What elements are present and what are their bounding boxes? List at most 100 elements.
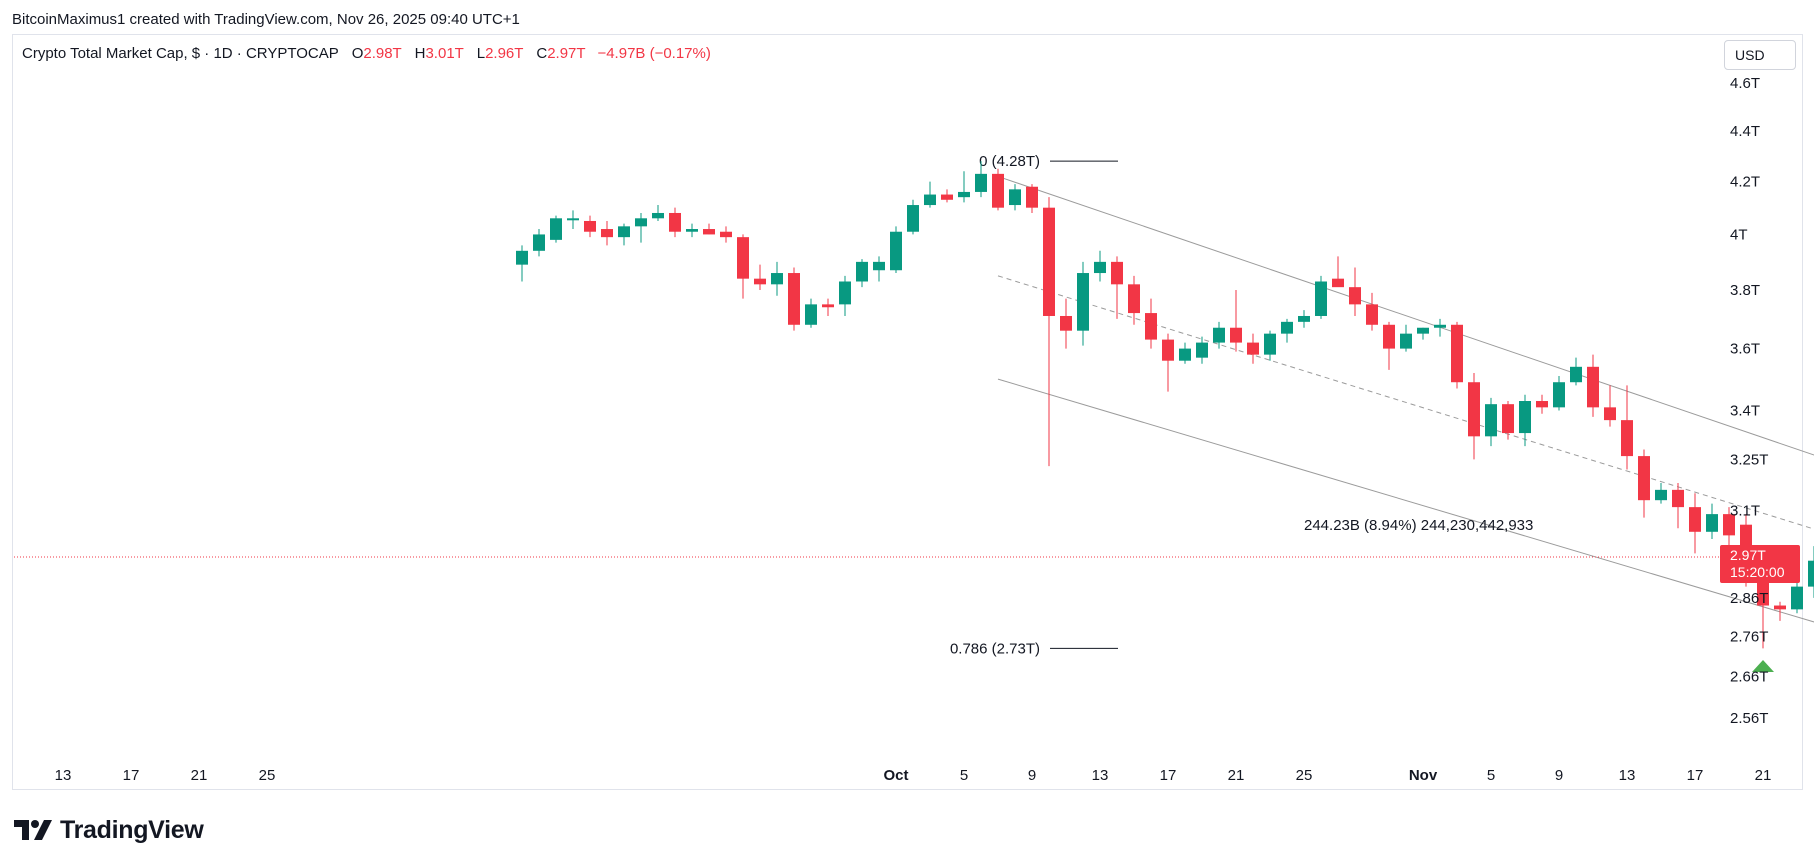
candle-body: [1536, 401, 1548, 408]
candle-body: [1094, 261, 1106, 274]
last-price-label: 2.97T 15:20:00: [1720, 545, 1800, 583]
time-tick: 13: [1619, 767, 1636, 784]
candle-body: [1485, 404, 1497, 437]
price-tick: 3.6T: [1730, 341, 1760, 358]
time-tick: 25: [1296, 767, 1313, 784]
candle-body: [1298, 315, 1310, 322]
fib-level-label: 0 (4.28T): [979, 153, 1040, 170]
candle-body: [584, 220, 596, 232]
tradingview-logo-text: TradingView: [60, 815, 204, 844]
candle-body: [975, 173, 987, 192]
candle-body: [1757, 582, 1769, 606]
candle-body: [1502, 404, 1514, 434]
candle-body: [703, 229, 715, 235]
candle-body: [1621, 420, 1633, 457]
price-tick: 2.66T: [1730, 668, 1768, 685]
candle-body: [1060, 315, 1072, 331]
tradingview-logo[interactable]: TradingView: [14, 815, 204, 845]
price-tick: 2.86T: [1730, 590, 1768, 607]
time-tick: 5: [1487, 767, 1495, 784]
candle-body: [839, 281, 851, 305]
change-value: −4.97B (−0.17%): [597, 45, 711, 62]
time-axis: 13172125Oct5913172125Nov5913172125Dec591…: [55, 767, 1772, 784]
candle-body: [805, 304, 817, 325]
price-tick: 4.6T: [1730, 75, 1760, 92]
chart-frame: [12, 34, 1803, 790]
candle-body: [533, 234, 545, 251]
candle-body: [1468, 382, 1480, 437]
candle-body: [958, 191, 970, 198]
time-tick: 13: [1092, 767, 1109, 784]
candle-body: [1111, 261, 1123, 285]
price-tick: 3.4T: [1730, 403, 1760, 420]
candle-body: [873, 261, 885, 271]
time-tick: 25: [259, 767, 276, 784]
candles: [516, 161, 1814, 649]
time-tick: 9: [1555, 767, 1563, 784]
candle-body: [1026, 186, 1038, 208]
candle-body: [1638, 456, 1650, 501]
price-tick: 4.2T: [1730, 174, 1760, 191]
candle-body: [856, 261, 868, 282]
candle-body: [1077, 273, 1089, 331]
symbol-legend: Crypto Total Market Cap, $ · 1D · CRYPTO…: [22, 45, 711, 62]
low-value: 2.96T: [485, 45, 524, 62]
candle-body: [822, 304, 834, 308]
candle-body: [1553, 382, 1565, 408]
high-value: 3.01T: [425, 45, 464, 62]
candle-body: [1196, 342, 1208, 358]
candle-body: [1145, 313, 1157, 340]
candle-body: [1043, 207, 1055, 316]
channel-middle-line: [997, 275, 1814, 530]
candle-body: [1570, 366, 1582, 383]
fib-level-label: 0.786 (2.73T): [950, 640, 1040, 657]
candle-body: [1604, 407, 1616, 421]
candle-body: [1689, 507, 1701, 532]
candle-body: [1162, 339, 1174, 361]
tradingview-logo-icon: [14, 820, 52, 840]
bar-countdown: 15:20:00: [1730, 564, 1785, 580]
high-label: H: [414, 45, 426, 62]
price-tick: 2.76T: [1730, 628, 1768, 645]
last-price-value: 2.97T: [1730, 547, 1766, 563]
price-tick: 4T: [1730, 226, 1748, 243]
candle-body: [1383, 324, 1395, 349]
candle-body: [1417, 327, 1429, 334]
price-tick: 3.25T: [1730, 451, 1768, 468]
candle-body: [686, 229, 698, 232]
candle-body: [1179, 348, 1191, 361]
candle-body: [1281, 321, 1293, 334]
chart-attribution: BitcoinMaximus1 created with TradingView…: [12, 11, 520, 28]
price-axis: 4.6T 4.4T 4.2T 4T 3.8T 3.6T 3.4T 3.25T 3.1T 2.86T…: [1730, 75, 1768, 727]
time-tick: 17: [1687, 767, 1704, 784]
candle-body: [1808, 560, 1814, 587]
time-tick: 9: [1028, 767, 1036, 784]
candle-body: [720, 231, 732, 238]
time-tick: Oct: [883, 767, 908, 784]
candle-body: [1009, 189, 1021, 206]
candle-body: [1723, 514, 1735, 536]
candle-body: [1128, 284, 1140, 314]
time-tick: 13: [55, 767, 72, 784]
candle-body: [1213, 327, 1225, 343]
candle-body: [754, 278, 766, 285]
candle-body: [992, 173, 1004, 208]
price-tick: 3.1T: [1730, 503, 1760, 520]
candle-body: [1230, 327, 1242, 343]
candle-body: [737, 237, 749, 279]
candle-body: [1451, 324, 1463, 383]
open-label: O: [351, 45, 364, 62]
close-value: 2.97T: [547, 45, 586, 62]
candle-body: [771, 273, 783, 285]
time-tick: 21: [191, 767, 208, 784]
candle-body: [1791, 586, 1803, 610]
channel-drawing: [997, 175, 1814, 623]
candle-body: [652, 212, 664, 219]
candle-body: [924, 194, 936, 206]
time-tick: Nov: [1409, 767, 1438, 784]
candle-body: [907, 205, 919, 232]
time-tick: 5: [960, 767, 968, 784]
currency-button[interactable]: USD: [1724, 40, 1796, 70]
candle-body: [516, 250, 528, 265]
